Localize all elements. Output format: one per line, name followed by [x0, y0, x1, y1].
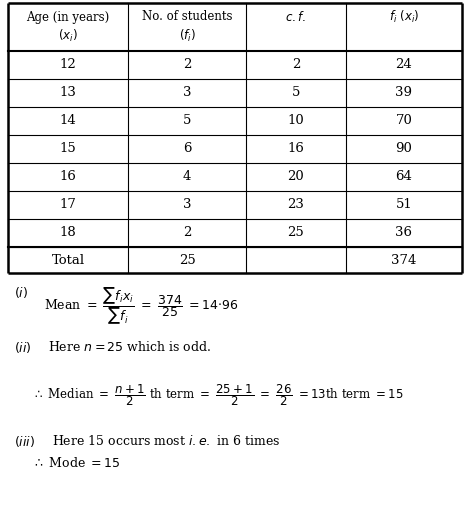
Text: $(ii)$: $(ii)$: [14, 340, 31, 355]
Text: $(f_i)$: $(f_i)$: [178, 28, 196, 44]
Text: 64: 64: [396, 170, 412, 184]
Text: 17: 17: [60, 198, 77, 212]
Text: 6: 6: [183, 142, 191, 156]
Text: 3: 3: [183, 87, 191, 99]
Text: 13: 13: [60, 87, 77, 99]
Text: 70: 70: [396, 114, 412, 127]
Text: 16: 16: [288, 142, 305, 156]
Text: $(x_i)$: $(x_i)$: [58, 28, 78, 44]
Text: 15: 15: [60, 142, 76, 156]
Text: 14: 14: [60, 114, 76, 127]
Text: 3: 3: [183, 198, 191, 212]
Text: 90: 90: [396, 142, 412, 156]
Text: 10: 10: [288, 114, 304, 127]
Text: $(iii)$: $(iii)$: [14, 434, 35, 449]
Text: 5: 5: [292, 87, 300, 99]
Text: 2: 2: [183, 226, 191, 240]
Text: $\therefore$ Median $=$ $\dfrac{n+1}{2}$ th term $=$ $\dfrac{25+1}{2}$ $=$ $\dfr: $\therefore$ Median $=$ $\dfrac{n+1}{2}$…: [32, 382, 404, 408]
Text: 23: 23: [288, 198, 305, 212]
Text: No. of students: No. of students: [142, 11, 232, 23]
Text: $c.f.$: $c.f.$: [286, 10, 307, 24]
Text: 16: 16: [60, 170, 77, 184]
Text: 374: 374: [391, 253, 416, 267]
Text: $\therefore$ Mode $= 15$: $\therefore$ Mode $= 15$: [32, 456, 121, 470]
Text: 4: 4: [183, 170, 191, 184]
Text: $(i)$: $(i)$: [14, 285, 28, 300]
Text: 5: 5: [183, 114, 191, 127]
Text: Here $n = 25$ which is odd.: Here $n = 25$ which is odd.: [48, 340, 211, 354]
Text: 2: 2: [183, 59, 191, 71]
Text: Mean $=$ $\dfrac{\sum f_i x_i}{\sum f_i}$ $=$ $\dfrac{374}{25}$ $= 14{\cdot}96$: Mean $=$ $\dfrac{\sum f_i x_i}{\sum f_i}…: [44, 285, 239, 326]
Text: 2: 2: [292, 59, 300, 71]
Text: 36: 36: [396, 226, 413, 240]
Text: 20: 20: [288, 170, 304, 184]
Text: Age (in years): Age (in years): [26, 11, 109, 23]
Text: 18: 18: [60, 226, 76, 240]
Text: Here 15 occurs most $i.e.$ in 6 times: Here 15 occurs most $i.e.$ in 6 times: [52, 434, 280, 448]
Text: 51: 51: [396, 198, 412, 212]
Text: 25: 25: [288, 226, 304, 240]
Text: 39: 39: [396, 87, 413, 99]
Text: 25: 25: [178, 253, 195, 267]
Text: Total: Total: [51, 253, 85, 267]
Text: 24: 24: [396, 59, 412, 71]
Text: 12: 12: [60, 59, 76, 71]
Text: $f_i\ (x_i)$: $f_i\ (x_i)$: [389, 9, 419, 25]
